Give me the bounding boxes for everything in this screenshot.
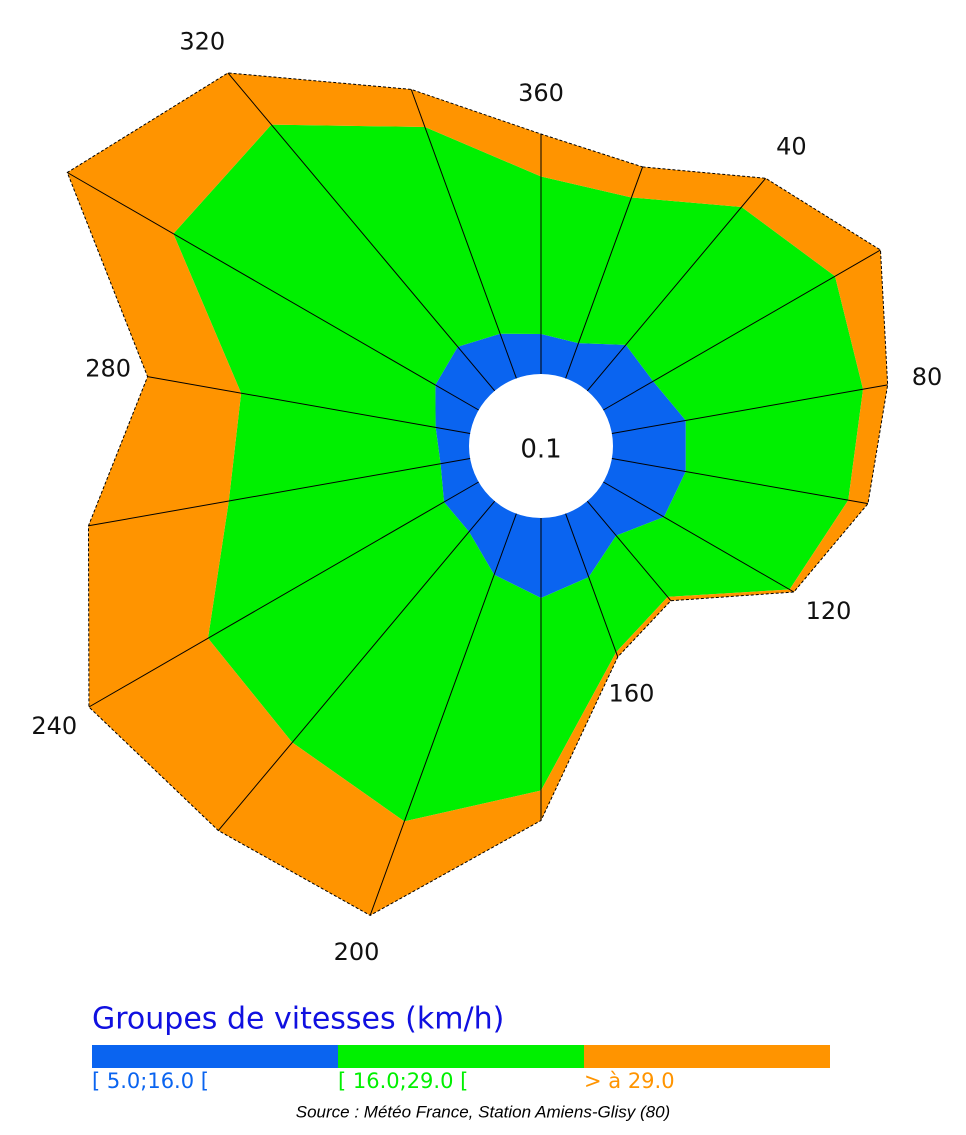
rose-ring [173,124,864,822]
calm-label: 0.1 [520,435,561,465]
direction-label: 240 [31,712,77,740]
direction-ray [611,384,888,434]
legend-swatch [92,1045,338,1068]
legend-label: [ 5.0;16.0 [ [92,1069,209,1093]
legend-label: > à 29.0 [584,1069,675,1093]
direction-ray [227,72,496,392]
direction-ray [147,376,471,434]
direction-ray [88,481,479,708]
direction-ray [565,166,644,379]
direction-ray [369,513,517,916]
rose [66,72,889,916]
direction-ray [410,89,517,379]
direction-ray [603,249,881,411]
direction-label: 200 [334,938,380,966]
legend-title: Groupes de vitesses (km/h) [92,1002,504,1037]
direction-ray [603,481,795,593]
direction-label: 80 [912,363,943,391]
direction-ray [565,513,619,658]
rose-ring [67,72,888,916]
direction-label: 40 [776,133,807,161]
direction-ray [217,500,496,831]
direction-ray [611,458,869,505]
direction-label: 320 [179,27,225,55]
legend-swatch [338,1045,584,1068]
direction-label: 280 [85,355,131,383]
direction-label: 120 [806,597,852,625]
direction-label: 160 [609,680,655,708]
legend-swatch [584,1045,830,1068]
source: Source : Météo France, Station Amiens-Gl… [296,1102,670,1121]
direction-label: 360 [518,79,564,107]
direction-ray [88,458,471,527]
direction-ray [67,172,479,411]
direction-ray [586,500,672,602]
direction-ray [586,177,767,392]
legend-label: [ 16.0;29.0 [ [338,1069,468,1093]
rose-ring [435,333,686,598]
